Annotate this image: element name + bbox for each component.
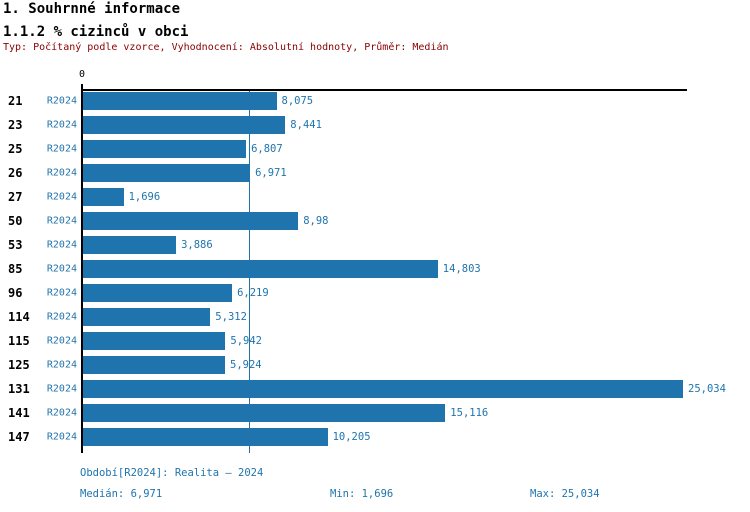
row-series-label: R2024: [46, 215, 77, 227]
bar-value-label: 8,98: [303, 215, 329, 227]
axis-zero-label: 0: [78, 69, 86, 80]
row-series-label: R2024: [46, 143, 77, 155]
bar-row: 147 R2024 10,205: [0, 425, 750, 449]
bar-row: 23 R2024 8,441: [0, 113, 750, 137]
indicator-meta-line: Typ: Počítaný podle vzorce, Vyhodnocení:…: [3, 42, 449, 53]
row-series-label: R2024: [46, 191, 77, 203]
y-axis-line: [81, 84, 83, 453]
row-category-label: 141: [8, 406, 30, 420]
row-category-label: 23: [8, 118, 23, 132]
bar[interactable]: [83, 332, 226, 350]
bar[interactable]: [83, 236, 177, 254]
bar-row: 115 R2024 5,942: [0, 329, 750, 353]
bar[interactable]: [83, 140, 247, 158]
row-category-label: 26: [8, 166, 23, 180]
indicator-subtitle: 1.1.2 % cizinců v obci: [3, 24, 189, 40]
row-series-label: R2024: [46, 383, 77, 395]
row-category-label: 50: [8, 214, 23, 228]
row-category-label: 21: [8, 94, 23, 108]
row-series-label: R2024: [46, 431, 77, 443]
bar[interactable]: [83, 212, 299, 230]
bar-value-label: 5,924: [230, 359, 262, 371]
bar[interactable]: [83, 428, 328, 446]
bar-value-label: 8,441: [290, 119, 322, 131]
bar-value-label: 8,075: [281, 95, 314, 107]
bar-value-label: 5,942: [230, 335, 262, 347]
bar-value-label: 25,034: [688, 383, 726, 395]
row-category-label: 85: [8, 262, 23, 276]
bar-row: 53 R2024 3,886: [0, 233, 750, 257]
footer-min-label: Min: 1,696: [330, 488, 394, 500]
bar-row: 114 R2024 5,312: [0, 305, 750, 329]
page-title: 1. Souhrnné informace: [3, 1, 181, 17]
bar[interactable]: [83, 188, 124, 206]
bar-value-label: 5,312: [215, 311, 247, 323]
bar[interactable]: [83, 308, 211, 326]
row-series-label: R2024: [46, 407, 77, 419]
bar-value-label: 3,886: [181, 239, 213, 251]
row-category-label: 25: [8, 142, 23, 156]
row-series-label: R2024: [46, 359, 77, 371]
bar[interactable]: [83, 116, 286, 134]
bar-row: 27 R2024 1,696: [0, 185, 750, 209]
bar-row: 141 R2024 15,116: [0, 401, 750, 425]
row-category-label: 125: [8, 358, 30, 372]
bar-value-label: 14,803: [442, 263, 481, 275]
row-series-label: R2024: [46, 167, 77, 179]
footer-max-label: Max: 25,034: [530, 488, 600, 500]
bar-row: 26 R2024 6,971: [0, 161, 750, 185]
row-series-label: R2024: [46, 119, 77, 131]
bar-row: 21 R2024 8,075: [0, 89, 750, 113]
row-category-label: 114: [8, 310, 30, 324]
bar[interactable]: [83, 356, 225, 374]
bar-row: 131 R2024 25,034: [0, 377, 750, 401]
bar-value-label: 1,696: [128, 191, 161, 203]
row-category-label: 131: [8, 382, 30, 396]
bar[interactable]: [83, 164, 251, 182]
bar-row: 96 R2024 6,219: [0, 281, 750, 305]
row-series-label: R2024: [46, 263, 77, 275]
bar[interactable]: [83, 380, 683, 398]
bar[interactable]: [83, 284, 233, 302]
bar-value-label: 6,971: [255, 167, 287, 179]
bar-row: 50 R2024 8,98: [0, 209, 750, 233]
bar[interactable]: [83, 92, 277, 110]
x-axis-line: [81, 89, 687, 91]
row-series-label: R2024: [46, 335, 77, 347]
bar-value-label: 15,116: [450, 407, 489, 419]
row-series-label: R2024: [46, 311, 77, 323]
row-series-label: R2024: [46, 239, 77, 251]
bar-row: 25 R2024 6,807: [0, 137, 750, 161]
bar-value-label: 10,205: [332, 431, 371, 443]
bar[interactable]: [83, 260, 438, 278]
footer-period-label: Období[R2024]: Realita – 2024: [80, 467, 264, 479]
row-category-label: 96: [8, 286, 23, 300]
row-series-label: R2024: [46, 95, 77, 107]
bar-value-label: 6,219: [237, 287, 269, 299]
row-category-label: 115: [8, 334, 30, 348]
footer-median-label: Medián: 6,971: [80, 488, 163, 500]
bar-value-label: 6,807: [251, 143, 283, 155]
bar-row: 125 R2024 5,924: [0, 353, 750, 377]
bar-row: 85 R2024 14,803: [0, 257, 750, 281]
row-category-label: 27: [8, 190, 23, 204]
row-category-label: 53: [8, 238, 23, 252]
row-series-label: R2024: [46, 287, 77, 299]
bar[interactable]: [83, 404, 446, 422]
row-category-label: 147: [8, 430, 30, 444]
